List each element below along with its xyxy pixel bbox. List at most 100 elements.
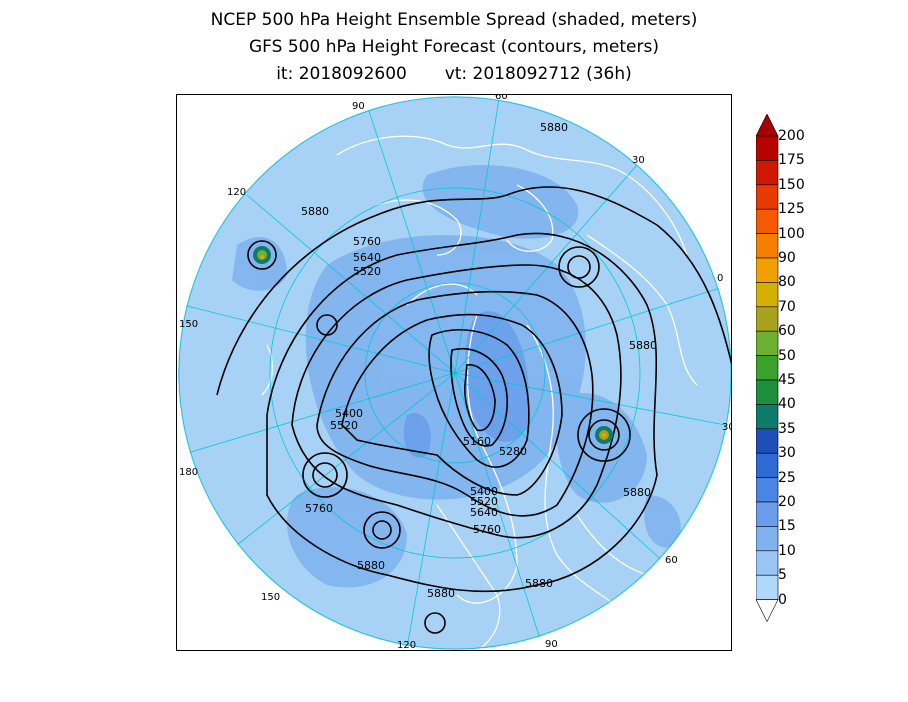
map-frame: 90 60 30 0 30 60 90 120 150 180 150 120 … — [176, 94, 732, 651]
coastline — [406, 283, 478, 306]
contour-labels: 5880 5880 5760 5640 5520 5880 5400 5520 … — [301, 121, 657, 600]
contour-label: 5400 — [335, 407, 363, 420]
colorbar-level-label: 80 — [778, 274, 796, 291]
contour-label: 5880 — [427, 587, 455, 600]
contour-line — [372, 520, 392, 540]
meridian-line — [454, 98, 500, 374]
contour-line — [588, 419, 620, 451]
meridian-line — [182, 304, 456, 374]
lon-label: 60 — [495, 95, 508, 102]
lon-label: 60 — [665, 555, 678, 566]
coastline — [376, 199, 462, 256]
colorbar-swatch — [756, 404, 779, 430]
longitude-labels: 90 60 30 0 30 60 90 120 150 180 150 120 — [179, 95, 732, 651]
lon-label: 30 — [722, 422, 732, 433]
colorbar — [756, 114, 779, 623]
colorbar-swatch — [756, 257, 779, 283]
colorbar-level-label: 25 — [778, 469, 796, 486]
contour-label: 5160 — [463, 435, 491, 448]
spread-patch — [556, 393, 647, 503]
contour-label: 5880 — [623, 486, 651, 499]
colorbar-swatch — [756, 355, 779, 381]
contour-line — [464, 364, 496, 432]
lon-label: 180 — [179, 467, 198, 478]
colorbar-swatch — [756, 501, 779, 527]
meridian-line — [236, 372, 456, 546]
colorbar-level-label: 60 — [778, 323, 796, 340]
hotspot — [602, 433, 606, 437]
colorbar-level-label: 150 — [778, 176, 805, 193]
spread-patch — [232, 236, 287, 291]
colorbar-level-label: 35 — [778, 420, 796, 437]
colorbar-bottom-arrow — [756, 599, 779, 623]
contour-line — [428, 329, 530, 468]
lon-label: 30 — [632, 155, 645, 166]
colorbar-level-label: 200 — [778, 128, 805, 144]
contour-label: 5760 — [353, 235, 381, 248]
disk-edge — [178, 96, 731, 650]
contour-line — [363, 511, 401, 549]
graticule — [178, 96, 731, 650]
colorbar-level-label: 70 — [778, 298, 796, 315]
colorbar-swatch — [756, 477, 779, 503]
hotspot — [260, 255, 264, 259]
colorbar-level-label: 10 — [778, 542, 796, 559]
spread-patch — [644, 495, 681, 548]
coastline — [526, 324, 628, 616]
meridian-line — [454, 372, 668, 566]
contour-line — [312, 462, 338, 488]
contour-line — [266, 232, 658, 593]
meridian-line — [454, 372, 726, 426]
colorbar-swatch — [756, 208, 779, 234]
contour-line — [558, 246, 600, 288]
colorbar-level-label: 30 — [778, 445, 796, 462]
contour-label: 5520 — [470, 495, 498, 508]
colorbar-level-label: 5 — [778, 567, 787, 584]
contour-line — [247, 240, 277, 270]
latitude-circle — [364, 282, 546, 464]
contour-label: 5640 — [353, 251, 381, 264]
contour-label: 5520 — [330, 419, 358, 432]
coastline — [506, 184, 554, 252]
contour-line — [316, 314, 338, 336]
spread-hotspots — [253, 246, 613, 444]
colorbar-level-label: 90 — [778, 250, 796, 266]
colorbar-level-label: 40 — [778, 396, 796, 413]
colorbar-level-label: 45 — [778, 372, 796, 388]
polar-stereographic-map: 90 60 30 0 30 60 90 120 150 180 150 120 … — [178, 95, 732, 651]
contour-label: 5880 — [629, 339, 657, 352]
meridian-line — [246, 194, 456, 374]
chart-title-line-2: GFS 500 hPa Height Forecast (contours, m… — [249, 37, 659, 57]
colorbar-level-label: 0 — [778, 591, 787, 608]
colorbar-level-label: 15 — [778, 518, 796, 535]
colorbar-swatch — [756, 184, 779, 210]
colorbar-swatch — [756, 330, 779, 356]
meridian-line — [454, 372, 543, 646]
latitude-circle — [269, 187, 641, 559]
contour-label: 5760 — [473, 523, 501, 536]
colorbar-level-label: 175 — [778, 152, 805, 169]
contour-line — [424, 612, 446, 634]
meridian-line — [454, 284, 730, 374]
colorbar-swatch — [756, 526, 779, 552]
contour-label: 5400 — [470, 485, 498, 498]
contour-line — [450, 348, 508, 447]
lon-label: 120 — [397, 640, 416, 651]
lon-label: 90 — [545, 639, 558, 650]
colorbar-level-label: 50 — [778, 347, 796, 364]
colorbar-swatch — [756, 306, 779, 332]
lon-label: 120 — [227, 187, 246, 198]
contour-label: 5280 — [499, 445, 527, 458]
colorbar-swatch — [756, 233, 779, 259]
contour-line — [341, 313, 563, 496]
contour-line — [216, 186, 731, 396]
coastline — [436, 504, 501, 650]
colorbar-swatch — [756, 452, 779, 478]
contour-label: 5880 — [525, 577, 553, 590]
colorbar-swatch — [756, 282, 779, 308]
colorbar-swatch — [756, 428, 779, 454]
colorbar-swatch — [756, 160, 779, 186]
spread-patch — [422, 165, 579, 239]
colorbar-top-arrow — [756, 114, 779, 137]
coastlines — [261, 135, 698, 650]
